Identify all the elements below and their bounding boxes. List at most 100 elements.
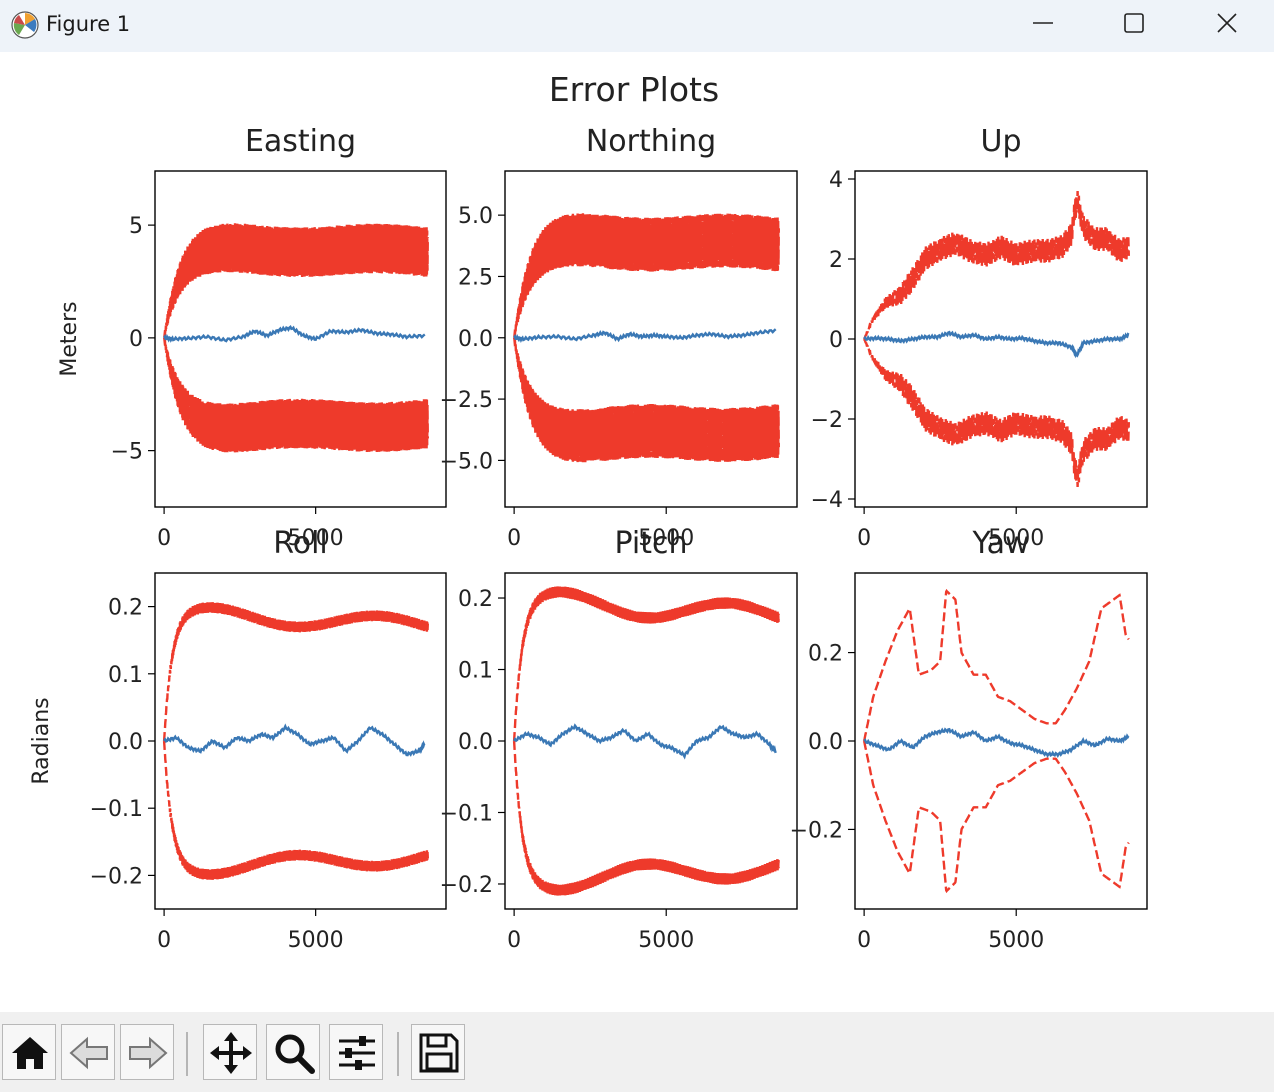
axes-title: Northing [586, 124, 716, 159]
y-tick-label: −2.5 [440, 388, 493, 413]
y-tick-label: −0.1 [440, 801, 493, 826]
x-tick-label: 5000 [288, 928, 344, 953]
axes-title: Yaw [971, 526, 1029, 561]
toolbar-separator [186, 1032, 188, 1076]
lower-bound-line [512, 740, 780, 896]
plot-area [162, 602, 429, 880]
upper-bound-line [863, 190, 1130, 340]
x-tick-label: 5000 [638, 526, 694, 551]
back-icon [69, 1036, 108, 1070]
navigation-toolbar [0, 1012, 1274, 1092]
axes-frame [154, 170, 447, 508]
figure-suptitle: Error Plots [549, 70, 719, 109]
y-tick-label: 0 [129, 327, 143, 352]
y-tick-label: 0.1 [108, 663, 143, 688]
y-tick-label: −4 [811, 488, 843, 513]
axes-yaw[interactable]: 0 5000 −0.2 0.0 0.2 Yaw [790, 526, 1148, 953]
y-tick-label: 0.2 [808, 642, 843, 667]
y-tick-label: −0.2 [90, 864, 143, 889]
axes-pitch[interactable]: 0 5000 −0.2 −0.1 0.0 0.1 0.2 Pitch [440, 526, 798, 953]
axes-up[interactable]: 0 5000 −4 −2 0 2 4 Up [811, 124, 1148, 551]
y-tick-label: −0.1 [90, 797, 143, 822]
y-tick-label: 5.0 [458, 204, 493, 229]
upper-bound-line [862, 588, 1130, 742]
pan-button[interactable] [203, 1024, 257, 1080]
home-icon [12, 1037, 48, 1069]
x-tick-label: 5000 [988, 526, 1044, 551]
upper-bound-line [512, 586, 780, 742]
plot-area [512, 213, 780, 463]
y-tick-label: 0 [829, 328, 843, 353]
y-tick-label: −5.0 [440, 449, 493, 474]
x-tick-label: 0 [157, 928, 171, 953]
x-tick-label: 0 [507, 928, 521, 953]
error-series-line [863, 330, 1130, 359]
y-tick-label: −0.2 [440, 873, 493, 898]
upper-bound-line [162, 602, 429, 742]
close-button[interactable] [1182, 0, 1272, 46]
plot-area [162, 223, 429, 453]
toolbar-separator [397, 1032, 399, 1076]
y-tick-label: 0.1 [458, 659, 493, 684]
y-tick-label: 0.0 [458, 730, 493, 755]
y-tick-label: 0.0 [808, 730, 843, 755]
zoom-icon [275, 1034, 315, 1074]
y-tick-label: −2 [811, 408, 843, 433]
x-tick-label: 0 [857, 928, 871, 953]
y-axis-label: Radians [29, 697, 54, 784]
axes-title: Up [980, 124, 1021, 159]
figure-canvas[interactable]: Error Plots 0 5000 −5 0 5 Easting Meters 0 5000 −… [0, 52, 1274, 1012]
lower-bound-line [512, 337, 780, 463]
window-titlebar: Figure 1 [0, 0, 1274, 52]
lower-bound-line [862, 740, 1130, 894]
axes-roll[interactable]: 0 5000 −0.2 −0.1 0.0 0.1 0.2 Roll Radians [29, 526, 447, 953]
x-tick-label: 0 [857, 526, 871, 551]
zoom-button[interactable] [266, 1024, 320, 1080]
error-series-line [163, 325, 426, 343]
y-tick-label: 0.2 [458, 587, 493, 612]
lower-bound-line [863, 338, 1130, 488]
save-button[interactable] [411, 1024, 465, 1080]
y-tick-label: 0.2 [108, 596, 143, 621]
forward-button[interactable] [120, 1024, 174, 1080]
upper-bound-line [162, 223, 429, 339]
axes-title: Easting [245, 124, 356, 159]
pan-icon [210, 1032, 252, 1074]
plot-area [512, 586, 780, 896]
lower-bound-line [162, 740, 429, 880]
configure-subplots-icon [339, 1036, 375, 1070]
axes-northing[interactable]: 0 5000 −5.0 −2.5 0.0 2.5 5.0 Northing [440, 124, 798, 551]
y-tick-label: 0.0 [458, 327, 493, 352]
configure-subplots-button[interactable] [329, 1024, 383, 1080]
y-axis-label: Meters [57, 301, 82, 376]
axes-frame [504, 170, 798, 508]
y-tick-label: −5 [111, 440, 143, 465]
plot-area [863, 190, 1130, 488]
matplotlib-logo-icon [11, 11, 39, 39]
y-tick-label: 2.5 [458, 265, 493, 290]
axes-title: Pitch [614, 526, 687, 561]
error-series-line [513, 723, 777, 760]
axes-easting[interactable]: 0 5000 −5 0 5 Easting Meters [57, 124, 447, 551]
axes-title: Roll [273, 526, 328, 561]
y-tick-label: 4 [829, 168, 843, 193]
close-icon [1217, 13, 1237, 33]
x-tick-label: 5000 [638, 928, 694, 953]
maximize-icon [1124, 13, 1144, 33]
lower-bound-line [162, 337, 429, 453]
minimize-button[interactable] [998, 0, 1088, 46]
back-button[interactable] [61, 1024, 115, 1080]
plot-area [862, 588, 1130, 894]
forward-icon [129, 1036, 168, 1070]
save-icon [419, 1033, 459, 1073]
error-series-line [863, 727, 1130, 759]
maximize-button[interactable] [1089, 0, 1179, 46]
home-button[interactable] [2, 1024, 56, 1080]
error-series-line [163, 723, 426, 757]
x-tick-label: 0 [157, 526, 171, 551]
y-tick-label: 5 [129, 214, 143, 239]
minimize-icon [1033, 22, 1053, 24]
error-series-line [513, 328, 777, 343]
upper-bound-line [512, 213, 780, 339]
x-tick-label: 5000 [288, 526, 344, 551]
